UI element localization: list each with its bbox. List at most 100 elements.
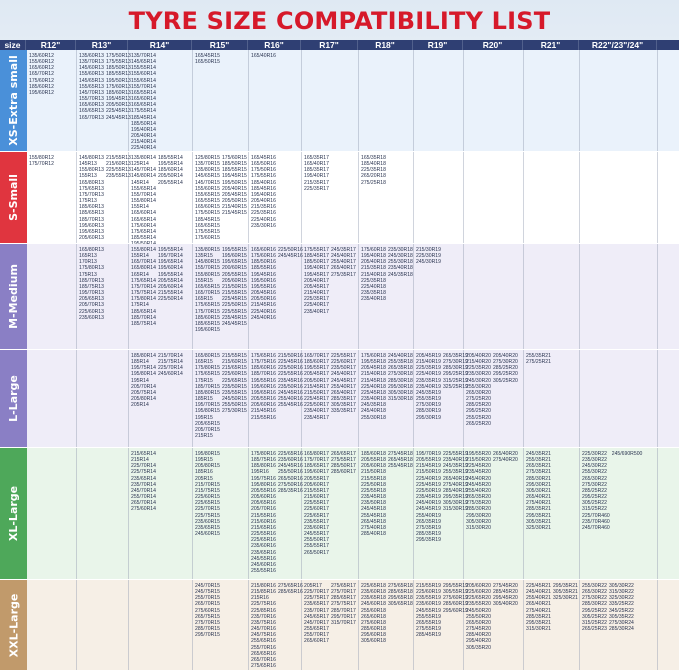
rim-cell: 215/30R19 225/30R19 245/30R19 (414, 244, 464, 349)
tyre-size: 215/55R15 (221, 290, 247, 297)
tyre-size: 305/35R17 (330, 402, 356, 409)
tyre-size: 245/30R22 (582, 463, 607, 470)
tyre-size: 225/45R19 (416, 481, 441, 488)
tyre-size: 135/60R13 (79, 53, 104, 59)
tyre-size: 275/40R19 (442, 481, 468, 488)
tyre-size: 225/40R16 (251, 216, 276, 223)
rim-cell: 255/35R21 275/25R21 (524, 350, 580, 447)
rim-cell (414, 152, 464, 243)
size-list: 165/80R13 165R13 170R13 175/80R13 175R13 185/… (79, 247, 104, 349)
tyre-size: 275/70R17 (330, 589, 356, 596)
tyre-size: 245/30R19 (416, 259, 441, 266)
tyre-size: 155/60R12 (29, 59, 54, 66)
tyre-size: 305/30R21 (526, 487, 551, 494)
header-rim-9: R20" (463, 40, 523, 50)
tyre-size: 175/60R18 (361, 247, 386, 253)
tyre-size: 345/25R22 (608, 607, 634, 614)
rim-cell: 165/80R15 165R15 175/80R15 175/65R15 175R15 1… (193, 350, 249, 447)
tyre-size: 195/55R14 (157, 271, 183, 278)
tyre-size: 165/60R13 (79, 102, 104, 109)
tyre-size: 295/25R22 (582, 607, 607, 614)
tyre-size: 225/75R17 (304, 595, 329, 602)
tyre-size: 235/60R15 (195, 518, 220, 525)
tyre-size: 155/80R13 (79, 167, 104, 174)
tyre-size: 255/70R16 (251, 644, 276, 651)
tyre-size: 235/45R18 (361, 494, 386, 501)
tyre-size: 235/40R17 (304, 408, 329, 415)
tyre-size: 145/80R14 (131, 173, 156, 180)
tyre-size: 285/30R19 (416, 408, 441, 415)
tyre-size: 275/40R21 (526, 500, 551, 507)
tyre-size: 165/70R12 (29, 71, 54, 78)
tyre-size: 205/80R15 (195, 463, 220, 470)
tyre-size: 225/55R16 (251, 531, 276, 538)
size-list: 215/70R14 215/75R14 225/70R14 245/60R14 (158, 353, 183, 447)
tyre-size: 145/80R13 (79, 155, 104, 161)
tyre-size: 175/60R12 (29, 77, 54, 84)
tyre-size: 205/45R17 (304, 283, 329, 290)
tyre-size: 175/80R16 (251, 451, 276, 457)
tyre-size: 255/40R17 (330, 259, 356, 266)
size-list: 225/65R18 235/60R18 235/65R18 245/60R18 255/… (361, 583, 386, 670)
tyre-size: 235/45R15 (221, 314, 247, 321)
tyre-size: 255/40R16 (277, 396, 303, 403)
size-list: 175/80R16 185/75R16 185/80R16 195R16 195/75R… (251, 451, 276, 579)
size-list: 215/55R19 225/60R19 235/55R19 235/60R19 245/… (416, 583, 441, 670)
tyre-size: 165/70R13 (79, 114, 104, 121)
tyre-size: 295/25R19 (442, 371, 468, 378)
tyre-size: 225/55R17 (330, 353, 356, 359)
tyre-size: 255/25R20 (466, 414, 491, 421)
tyre-size: 225/30R19 (416, 253, 441, 260)
tyre-size: 185/70R13 (79, 277, 104, 284)
tyre-size: 165/80R13 (79, 247, 104, 253)
tyre-size: 135/70R14 (131, 53, 156, 59)
tyre-size: 305/35R21 (552, 589, 578, 596)
rim-cell: 205R17 225/70R17 225/75R17 235/65R17 235/70R… (302, 580, 359, 670)
rim-cell: 175/55R17 185/45R17 185/50R17 195/40R17 195/… (302, 244, 359, 349)
rim-cell (129, 580, 193, 670)
tyre-size: 265/65R17 (330, 451, 356, 457)
tyre-size: 195/40R18 (361, 253, 386, 260)
tyre-size: 205/40R20 (492, 353, 518, 359)
tyre-size: 195/80R15 (195, 451, 220, 457)
size-list: 275/45R20 285/45R20 295/45R20 305/40R20 (493, 583, 518, 670)
tyre-size: 165/65R13 (79, 108, 104, 115)
tyre-size: 225/50R14 (157, 296, 183, 303)
size-list: 225/45R21 245/40R21 255/40R21 265/40R21 275/… (526, 583, 551, 670)
tyre-size: 215/55R14 (157, 290, 183, 297)
tyre-size: 145/70R13 (79, 89, 104, 96)
tyre-size: 215/60R17 (304, 494, 329, 501)
tyre-size: 175/65R15 (195, 371, 220, 378)
tyre-size: 175R13 (79, 198, 97, 205)
tyre-size: 245/70R16 (251, 626, 276, 633)
tyre-size: 245/30R20 (466, 377, 491, 384)
rim-cell: 195/80R15 195R15 205/80R15 185R16 205R15 215/… (193, 448, 249, 579)
rim-cell: 165/35R18 185/40R18 225/35R18 265/20R18 275/… (359, 152, 414, 243)
tyre-size: 175/80R15 (195, 365, 220, 372)
tyre-size: 225/75R15 (195, 512, 220, 519)
tyre-size: 235/65R16 (251, 549, 276, 556)
tyre-size: 185/45R16 (251, 185, 276, 192)
tyre-size: 265/35R19 (442, 353, 468, 359)
rim-cell: 245/70R15 245/75R15 255/70R15 265/70R15 275/… (193, 580, 249, 670)
tyre-size: 225/60R15 (195, 494, 220, 501)
tyre-size: 225/50R15 (221, 302, 247, 309)
tyre-size: 245/45R18 (361, 506, 386, 513)
tyre-size: 215/50R15 (221, 283, 247, 290)
tyre-size: 165/35R18 (361, 155, 386, 161)
tyre-size: 245/40R17 (330, 253, 356, 260)
size-list: 135/60R12 155/60R12 165/60R12 165/70R12 175/… (29, 53, 54, 151)
tyre-size: 215/65R16 (251, 524, 276, 531)
tyre-size: 255/70R14 (131, 494, 156, 501)
size-list: 165/80R15 165R15 175/80R15 175/65R15 175R15 1… (195, 353, 220, 447)
tyre-size: 185R15 (195, 396, 213, 403)
tyre-size: 175/65R15 (195, 302, 220, 309)
tyre-size: 205/75R14 (131, 389, 156, 396)
tyre-size: 245/55R17 (304, 531, 329, 538)
size-list: 265/35R19 275/30R19 285/30R19 295/25R19 315/… (443, 353, 468, 447)
tyre-size: 255/55R17 (304, 543, 329, 550)
tyre-size: 175/75R16 (251, 359, 276, 366)
tyre-size: 175/55R17 (304, 247, 329, 253)
tyre-size: 295/60R18 (361, 632, 386, 639)
tyre-size: 235/55R13 (105, 173, 131, 180)
